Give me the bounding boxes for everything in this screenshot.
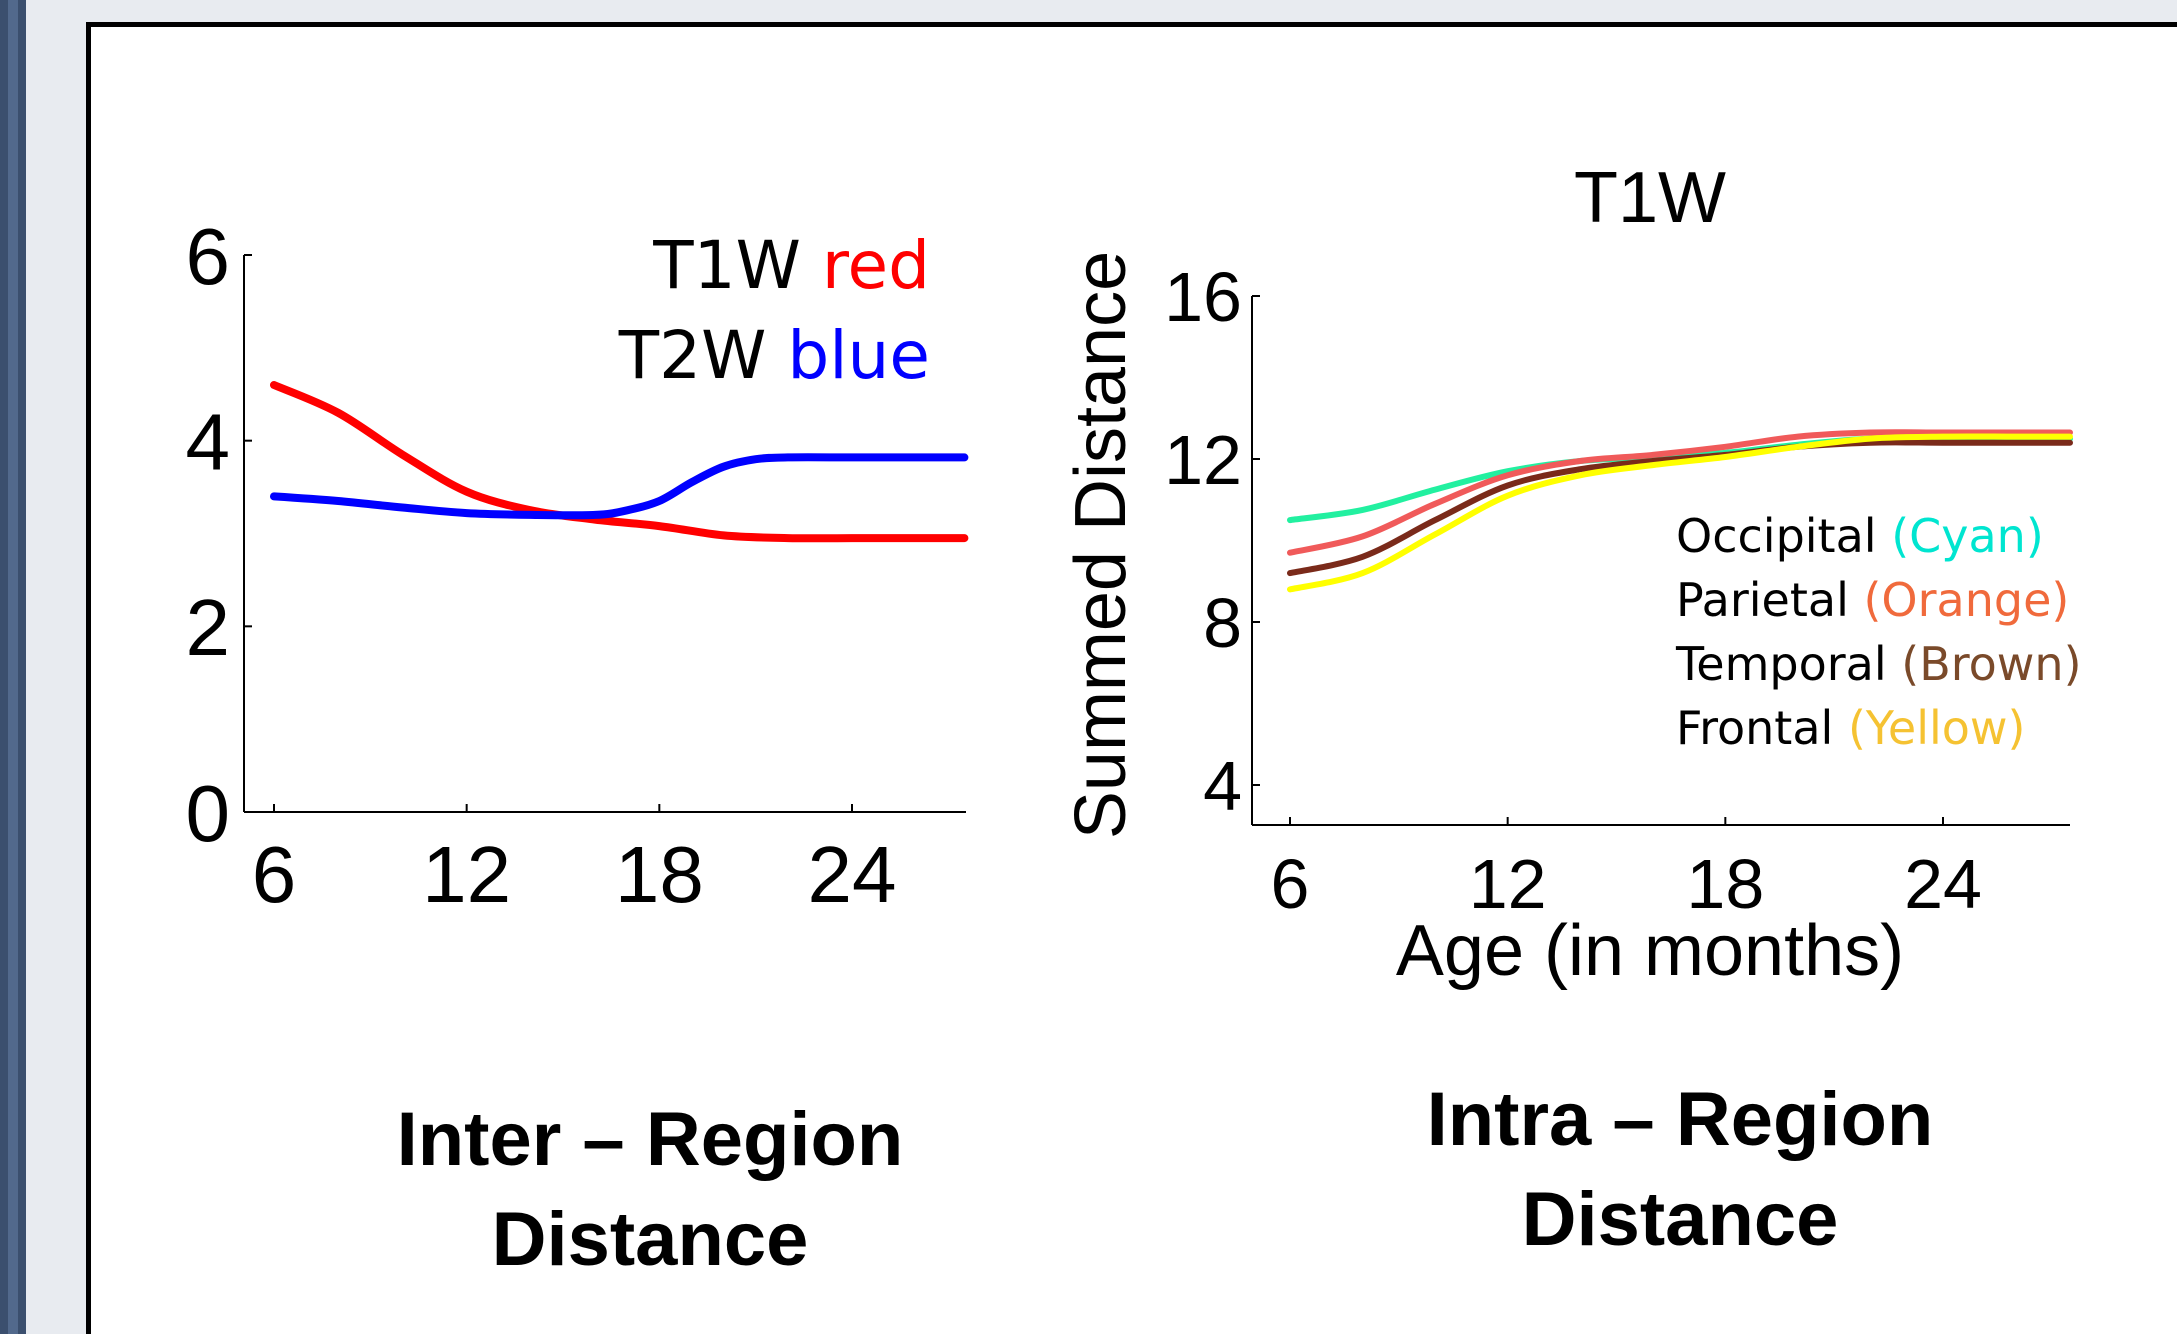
y-tick-label: 12 xyxy=(1164,421,1242,499)
y-tick-label: 4 xyxy=(1203,747,1242,825)
legend-entry: T1W red xyxy=(652,227,930,304)
inter-region-caption: Inter – Region Distance xyxy=(260,1090,1040,1290)
legend-entry: Temporal (Brown) xyxy=(1675,637,2082,691)
x-tick-label: 24 xyxy=(1904,845,1982,923)
x-tick-label: 12 xyxy=(422,830,511,919)
caption-line-2: Distance xyxy=(1521,1177,1839,1262)
chart-title: T1W xyxy=(1574,158,1726,238)
series-line-1 xyxy=(1287,429,2073,556)
y-axis-label: Summed Distance xyxy=(1061,251,1141,839)
figure-panel xyxy=(86,22,2177,1334)
legend-label: T1W xyxy=(652,227,822,304)
legend-label: Temporal xyxy=(1675,637,1901,691)
intra-region-chart: 4 8 12 16 6 12 18 24 T1W Age (in months) Summed Di… xyxy=(1061,158,2082,991)
caption-line-2: Distance xyxy=(491,1197,809,1282)
legend-color-word: (Cyan) xyxy=(1891,509,2044,563)
window-edge xyxy=(0,0,26,1334)
legend-color-word: (Yellow) xyxy=(1848,701,2026,755)
x-tick-label: 6 xyxy=(1271,845,1310,923)
legend-entry: Frontal (Yellow) xyxy=(1676,701,2025,755)
y-tick-label: 6 xyxy=(186,212,231,301)
legend-color-word: blue xyxy=(787,317,930,394)
series-line-1 xyxy=(270,453,969,520)
x-tick-label: 18 xyxy=(1686,845,1764,923)
x-tick-label: 12 xyxy=(1469,845,1547,923)
legend-entry: T2W blue xyxy=(618,317,930,394)
legend-label: Parietal xyxy=(1676,573,1863,627)
legend-entry: Occipital (Cyan) xyxy=(1676,509,2044,563)
legend-color-word: (Orange) xyxy=(1863,573,2069,627)
legend-label: Occipital xyxy=(1676,509,1891,563)
series-line-3 xyxy=(1287,433,2073,593)
x-tick-label: 24 xyxy=(808,830,897,919)
x-tick-label: 6 xyxy=(252,830,297,919)
series-line-2 xyxy=(1287,439,2073,577)
intra-region-caption: Intra – Region Distance xyxy=(1290,1070,2070,1270)
legend-color-word: red xyxy=(822,227,930,304)
x-tick-label: 18 xyxy=(615,830,704,919)
series-line-0 xyxy=(270,381,969,543)
legend-color-word: (Brown) xyxy=(1901,637,2081,691)
y-tick-label: 8 xyxy=(1203,584,1242,662)
y-tick-label: 16 xyxy=(1164,258,1242,336)
legend-label: Frontal xyxy=(1676,701,1848,755)
caption-line-1: Intra – Region xyxy=(1426,1077,1934,1162)
y-tick-label: 0 xyxy=(186,769,231,858)
legend-entry: Parietal (Orange) xyxy=(1676,573,2069,627)
window-edge-inner xyxy=(8,0,18,1334)
legend-label: T2W xyxy=(618,317,788,394)
y-tick-label: 2 xyxy=(186,583,231,672)
y-tick-label: 4 xyxy=(186,397,231,486)
x-axis-label: Age (in months) xyxy=(1396,911,1904,991)
caption-line-1: Inter – Region xyxy=(396,1097,904,1182)
